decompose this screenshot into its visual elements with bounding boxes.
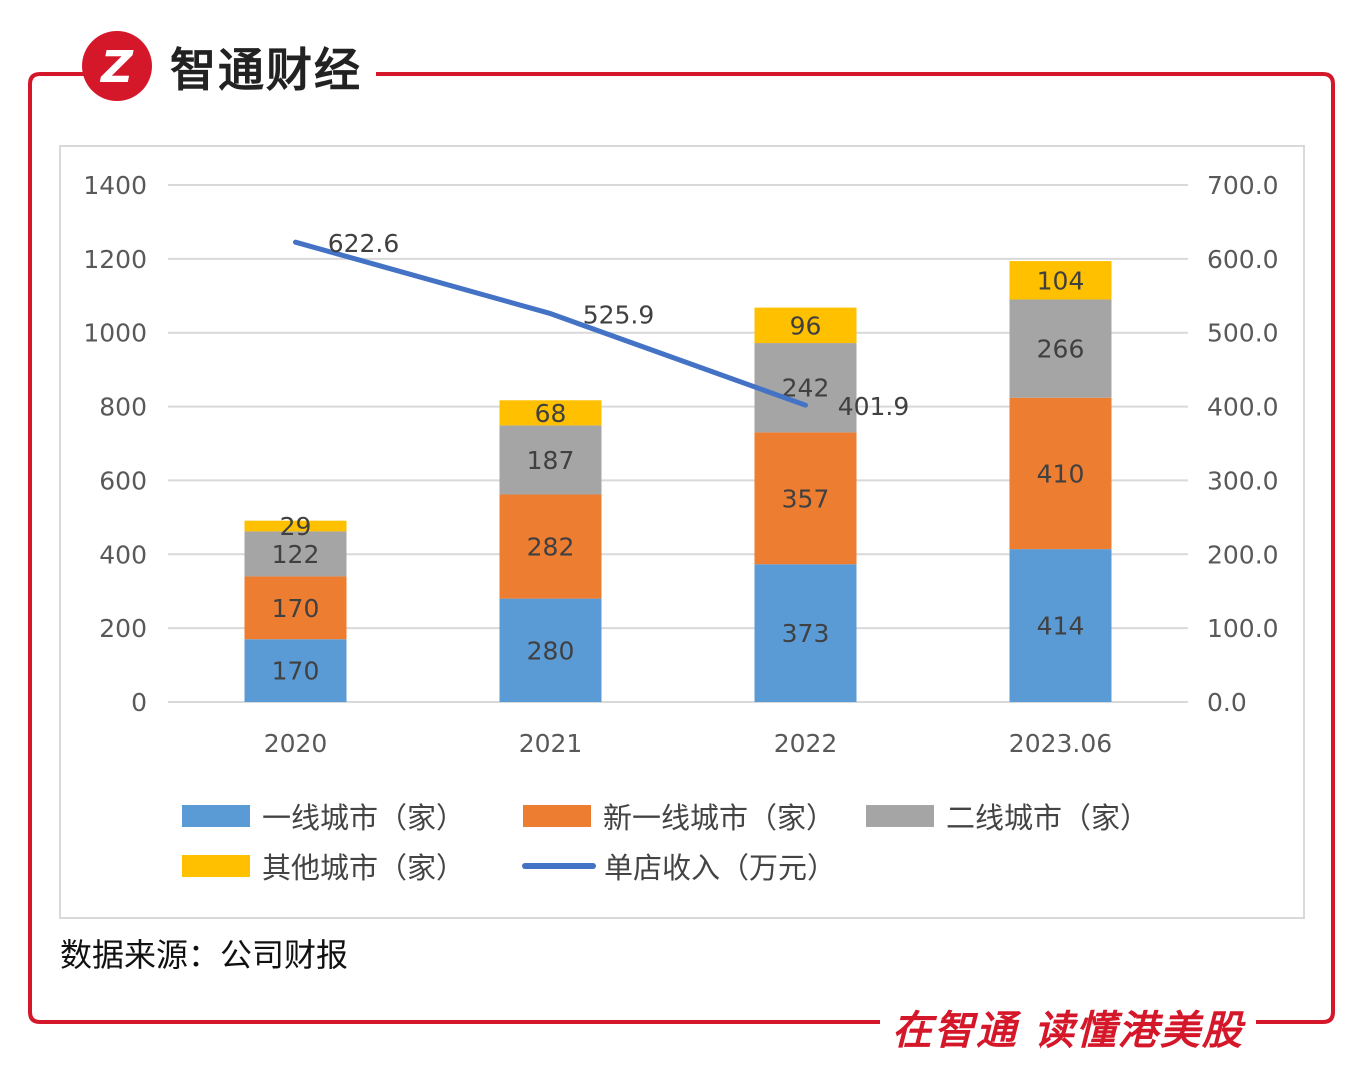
line-data-label: 622.6 <box>328 229 400 258</box>
left-axis-tick-label: 1400 <box>83 171 147 200</box>
right-axis-tick-label: 500.0 <box>1207 319 1279 348</box>
left-axis-tick-label: 800 <box>99 393 147 422</box>
bar-data-label: 68 <box>535 399 567 428</box>
bar-data-label: 414 <box>1037 612 1085 641</box>
line-data-label: 525.9 <box>583 301 655 330</box>
logo-glyph: Z <box>99 42 134 93</box>
legend-label-tier2: 二线城市（家） <box>946 801 1150 835</box>
legend-item-new-tier1: 新一线城市（家） <box>523 796 835 836</box>
bar-segment <box>754 343 857 433</box>
left-axis-tick-label: 400 <box>99 540 147 569</box>
chart-panel-border <box>59 145 1305 919</box>
right-axis-tick-label: 600.0 <box>1207 245 1279 274</box>
legend-swatch-other <box>182 855 250 877</box>
legend-item-tier1: 一线城市（家） <box>182 796 465 836</box>
slogan: 在智通 读懂港美股 <box>880 998 1256 1056</box>
bar-data-label: 96 <box>790 311 822 340</box>
right-axis-tick-label: 200.0 <box>1207 540 1279 569</box>
bar-data-label: 282 <box>527 533 575 562</box>
bar-segment <box>1009 261 1112 300</box>
right-axis-tick-label: 300.0 <box>1207 466 1279 495</box>
legend-swatch-tier1 <box>182 805 250 827</box>
left-axis-tick-label: 1000 <box>83 319 147 348</box>
legend-item-revenue: 单店收入（万元） <box>522 846 836 886</box>
bar-segment <box>1009 299 1112 398</box>
revenue-line <box>293 239 808 408</box>
bar-data-label: 170 <box>272 594 320 623</box>
bar-segment <box>499 425 602 495</box>
right-axis-tick-label: 700.0 <box>1207 171 1279 200</box>
left-axis-tick-label: 200 <box>99 614 147 643</box>
bar-segment <box>499 494 602 599</box>
bar-data-label: 410 <box>1037 459 1085 488</box>
bar-segment <box>244 531 347 577</box>
line-data-label: 401.9 <box>838 392 910 421</box>
left-axis-tick-label: 600 <box>99 466 147 495</box>
x-axis-tick-label: 2020 <box>264 729 328 758</box>
legend-label-tier1: 一线城市（家） <box>262 801 466 835</box>
bar-data-label: 29 <box>280 512 312 541</box>
brand-logo: Z <box>82 31 152 101</box>
bar-segment <box>244 639 347 702</box>
x-axis-tick-label: 2023.06 <box>1009 729 1112 758</box>
logo-circle <box>82 31 152 101</box>
legend-label-revenue: 单店收入（万元） <box>604 851 837 885</box>
x-axis-tick-label: 2021 <box>519 729 583 758</box>
right-axis-tick-label: 400.0 <box>1207 393 1279 422</box>
bar-segment <box>1009 397 1112 550</box>
bar-segment <box>244 576 347 640</box>
legend-label-new-tier1: 新一线城市（家） <box>603 801 836 835</box>
bar-data-label: 122 <box>272 540 320 569</box>
brand-name: 智通财经 <box>166 34 376 100</box>
bar-segment <box>499 400 602 426</box>
frame-border <box>28 72 1335 1024</box>
bar-data-label: 357 <box>782 484 830 513</box>
left-axis-tick-label: 1200 <box>83 245 147 274</box>
right-axis-tick-label: 0.0 <box>1207 688 1247 717</box>
right-axis-tick-label: 100.0 <box>1207 614 1279 643</box>
bar-data-label: 280 <box>527 636 575 665</box>
bar-data-label: 266 <box>1037 335 1085 364</box>
legend-label-other: 其他城市（家） <box>262 851 466 885</box>
bar-data-label: 187 <box>527 446 575 475</box>
bar-segment <box>754 307 857 344</box>
left-axis-tick-label: 0 <box>131 688 147 717</box>
bar-segment <box>499 598 602 702</box>
legend-swatch-tier2 <box>866 805 934 827</box>
bar-data-label: 170 <box>272 657 320 686</box>
bar-data-label: 373 <box>782 619 830 648</box>
legend-line-revenue <box>522 863 596 869</box>
source-note: 数据来源：公司财报 <box>60 936 349 974</box>
bar-segment <box>1009 549 1112 702</box>
bar-segment <box>244 520 347 532</box>
legend-swatch-new-tier1 <box>523 805 591 827</box>
bar-data-label: 104 <box>1037 266 1085 295</box>
bar-segment <box>754 432 857 565</box>
bar-segment <box>754 564 857 702</box>
x-axis-tick-label: 2022 <box>774 729 838 758</box>
legend-item-other: 其他城市（家） <box>182 846 465 886</box>
legend-item-tier2: 二线城市（家） <box>866 796 1149 836</box>
